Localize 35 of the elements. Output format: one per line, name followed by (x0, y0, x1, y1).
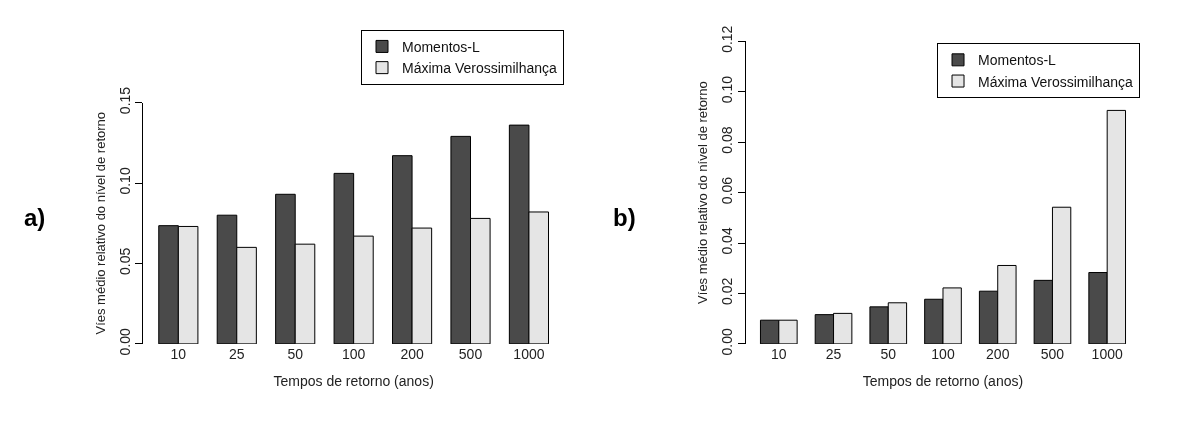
x-tick-label: 50 (880, 345, 897, 362)
x-tick-label: 500 (458, 345, 483, 362)
x-tick-label: 10 (771, 345, 787, 362)
x-tick-label: 25 (228, 345, 245, 362)
x-tick-label: 1000 (513, 345, 545, 362)
legend-label: Máxima Verossimilhança (402, 60, 558, 77)
x-tick-label: 200 (400, 345, 424, 362)
y-axis-title: Víes médio relativo do nível de retorno (695, 81, 711, 304)
x-axis-title: Tempos de retorno (anos) (862, 373, 1024, 390)
y-axis-title: Víes médio relativo do nível de retorno (92, 111, 108, 335)
y-tick-label: 0.06 (719, 176, 736, 205)
x-tick-label: 200 (986, 345, 1010, 362)
x-tick-label: 100 (341, 345, 366, 362)
x-tick-label: 25 (825, 345, 842, 362)
y-tick-label: 0.10 (116, 167, 133, 195)
legend-label: Máxima Verossimilhança (978, 73, 1134, 90)
y-tick-label: 0.05 (116, 247, 133, 275)
y-tick-label: 0.00 (116, 327, 133, 356)
legend-label: Momentos-L (402, 38, 481, 55)
x-axis-title: Tempos de retorno (anos) (273, 373, 434, 390)
y-tick-label: 0.10 (719, 75, 736, 104)
y-tick-label: 0.00 (719, 327, 736, 356)
x-tick-label: 500 (1040, 345, 1065, 362)
y-tick-label: 0.02 (719, 277, 736, 305)
text: a) (24, 204, 46, 231)
text: b) (613, 204, 636, 231)
x-tick-label: 50 (287, 345, 304, 362)
y-tick-label: 0.12 (719, 25, 736, 53)
y-tick-label: 0.08 (719, 126, 736, 154)
y-tick-label: 0.04 (719, 227, 736, 255)
legend-label: Momentos-L (978, 52, 1057, 69)
x-tick-label: 1000 (1091, 345, 1123, 362)
x-tick-label: 10 (170, 345, 187, 362)
x-tick-label: 100 (931, 345, 955, 362)
y-tick-label: 0.15 (116, 86, 133, 115)
